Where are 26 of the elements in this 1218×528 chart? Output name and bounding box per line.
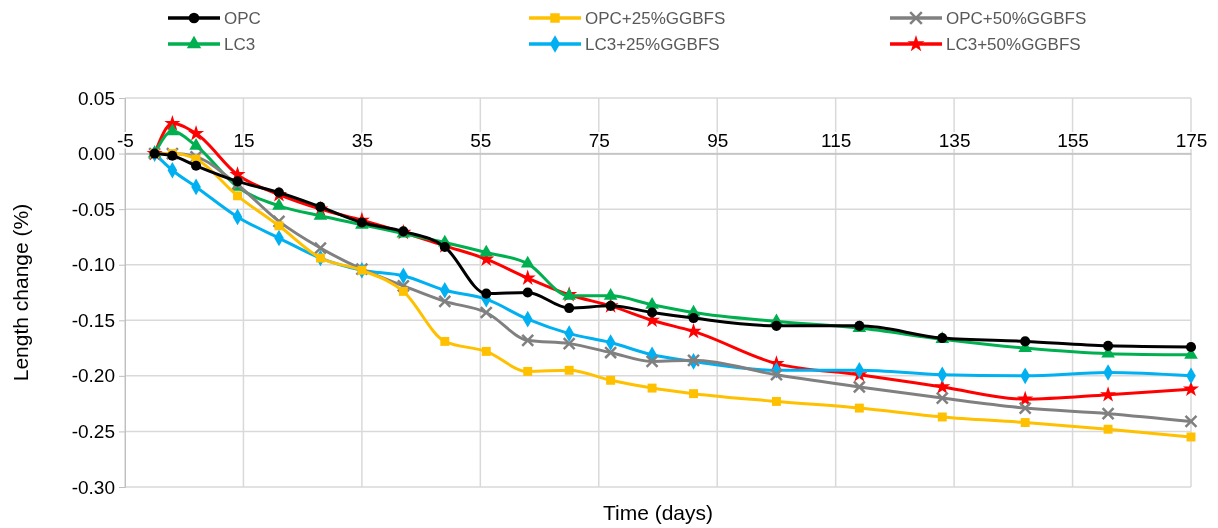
x-tick-label: 155 [1057, 130, 1089, 152]
x-tick-label: 15 [233, 130, 255, 152]
legend-label: OPC+50%GGBFS [946, 9, 1087, 28]
x-tick-label: 55 [470, 130, 492, 152]
x-tick-label: 75 [588, 130, 610, 152]
y-tick-label: -0.15 [71, 309, 115, 331]
y-tick-label: -0.05 [71, 198, 115, 220]
y-tick-label: 0.05 [78, 87, 115, 109]
x-tick-label: 135 [938, 130, 971, 152]
y-tick-label: -0.30 [71, 476, 115, 498]
x-tick-label: 115 [821, 130, 852, 152]
y-tick-label: 0.00 [78, 143, 115, 165]
x-tick-label: 35 [351, 130, 373, 152]
x-axis-title: Time (days) [602, 501, 714, 524]
y-tick-label: -0.10 [71, 254, 115, 276]
legend-label: OPC [224, 9, 261, 28]
legend-label: LC3 [224, 35, 256, 54]
y-tick-label: -0.25 [71, 421, 115, 443]
legend-label: LC3+25%GGBFS [585, 35, 720, 54]
x-tick-label: 175 [1175, 130, 1208, 152]
legend-label: LC3+50%GGBFS [946, 35, 1081, 54]
legend-label: OPC+25%GGBFS [585, 9, 726, 28]
x-tick-label: -5 [117, 130, 134, 152]
y-axis-title: Length change (%) [9, 203, 32, 382]
y-tick-label: -0.20 [71, 365, 115, 387]
x-tick-label: 95 [707, 130, 729, 152]
